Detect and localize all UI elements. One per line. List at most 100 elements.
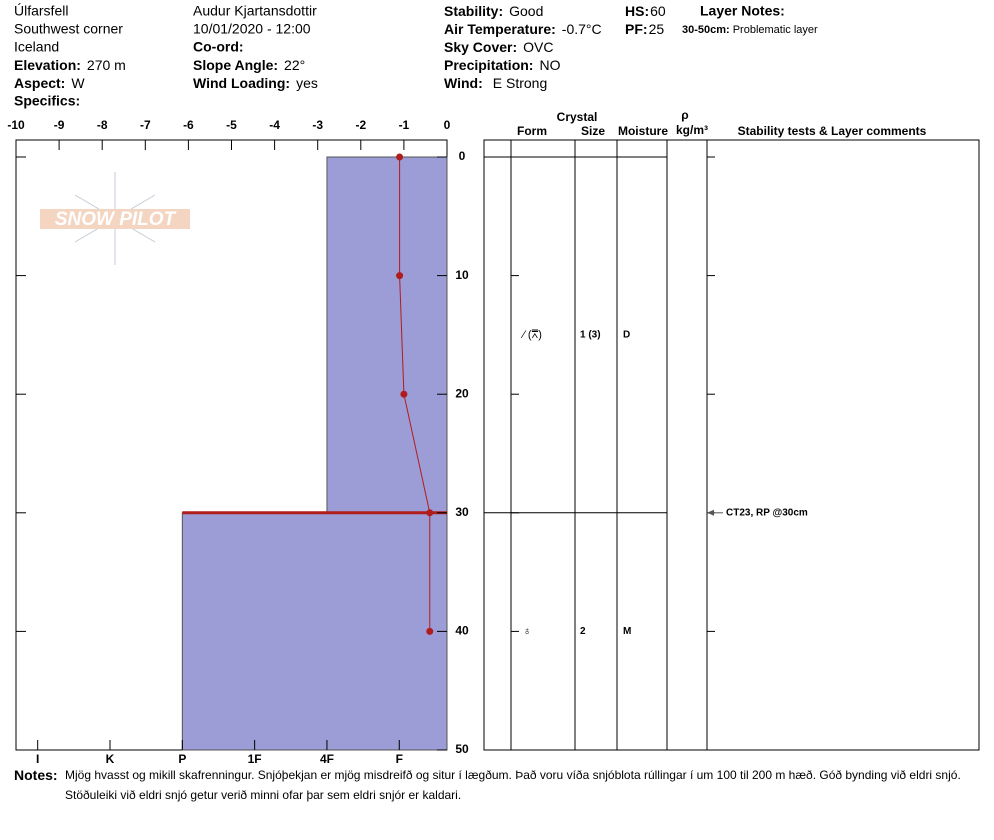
x-tick-label: -10 [7,118,25,132]
y-tick-label: 30 [455,505,469,519]
column-header: Crystal [557,110,598,124]
column-header: Moisture [618,124,668,138]
field: HS:60 [625,3,666,19]
hardness-label: P [178,752,186,765]
x-tick-label: 0 [444,118,451,132]
grain-size: 1 (3) [580,330,601,341]
hardness-label: I [36,752,39,765]
y-tick-label: 50 [455,742,469,756]
field: Precipitation: NO [444,57,561,73]
value: Good [509,3,543,19]
temperature-point [426,627,434,635]
datetime: 10/01/2020 - 12:00 [193,21,311,37]
grain-form: ♁ [523,625,531,637]
field: Aspect: W [14,75,85,91]
moisture: M [623,626,631,637]
value: E Strong [493,75,547,91]
site: Úlfarsfell [14,3,68,19]
value: -0.7°C [562,21,602,37]
field: Slope Angle: 22° [193,57,305,73]
value: W [71,75,85,91]
field: Stability: Good [444,3,543,19]
x-tick-label: -2 [355,118,366,132]
y-tick-label: 40 [455,624,469,638]
label: 30-50cm: [682,24,730,36]
comment-arrowhead [707,509,714,516]
field: Sky Cover: OVC [444,39,554,55]
label: Wind: [444,75,483,91]
observer: Audur Kjartansdottir [193,3,317,19]
label: Specifics: [14,93,80,109]
hardness-bar [326,156,448,514]
column-header: Form [517,124,547,138]
x-tick-label: -6 [183,118,194,132]
field: Wind: E Strong [444,75,547,91]
grain-form: ⁄ (⩞) [520,329,542,341]
field: Wind Loading: yes [193,75,318,91]
y-tick-label: 10 [455,268,469,282]
x-tick-label: -5 [226,118,237,132]
value: 22° [284,57,305,73]
value: yes [296,75,318,91]
label: HS: [625,3,649,19]
area: Southwest corner [14,21,123,37]
temperature-point [396,153,404,161]
comment: CT23, RP @30cm [726,507,808,518]
label: Sky Cover: [444,39,517,55]
temperature-point [426,509,434,517]
notes-text: Mjög hvasst og mikill skafrenningur. Snj… [65,768,961,802]
column-header: Size [581,124,605,138]
label: Wind Loading: [193,75,290,91]
hardness-label: F [396,752,403,765]
value: 25 [649,21,665,37]
x-tick-label: -1 [399,118,410,132]
label: Aspect: [14,75,65,91]
hardness-label: 1F [248,752,262,765]
column-header: kg/m³ [676,123,708,137]
value: Problematic layer [733,24,818,36]
layer-notes-title: Layer Notes: [700,3,785,19]
watermark: SNOW PILOT [40,172,190,265]
watermark-text: SNOW PILOT [55,209,177,230]
value: OVC [523,39,553,55]
y-tick-label: 0 [459,149,466,163]
column-header: Stability tests & Layer comments [738,124,927,138]
label: Precipitation: [444,57,533,73]
x-tick-label: -7 [140,118,151,132]
notes-label: Notes: [14,767,58,783]
x-tick-label: -9 [54,118,65,132]
plot: ⁄ (⩞) 1 (3) D♁ 2 M-10 -9 -8 -7 -6 -5 -4 -3 -2 -1 0I K P 1… [7,108,980,765]
label: Stability: [444,3,503,19]
value: NO [539,57,560,73]
temperature-point [400,390,408,398]
x-tick-label: -8 [97,118,108,132]
x-tick-label: -3 [312,118,323,132]
snow-profile: Úlfarsfell Southwest corner Iceland Elev… [7,3,980,765]
field: PF:25 [625,21,664,37]
column-header: ρ [681,108,688,122]
table-frame [483,139,980,751]
label: Elevation: [14,57,81,73]
moisture: D [623,330,630,341]
label: Air Temperature: [444,21,556,37]
field: Air Temperature: -0.7°C [444,21,602,37]
hardness-label: 4F [320,752,334,765]
grain-size: 2 [580,626,586,637]
notes: Notes: Mjög hvasst og mikill skafrenningu… [14,765,984,802]
snowflake-icon [74,172,156,265]
value: 60 [650,3,666,19]
hardness-label: K [106,752,115,765]
label: Slope Angle: [193,57,278,73]
country: Iceland [14,39,59,55]
layer-note: 30-50cm: Problematic layer [682,24,818,36]
value: 270 m [87,57,126,73]
y-tick-label: 20 [455,386,469,400]
header: Úlfarsfell Southwest corner Iceland Elev… [14,3,818,109]
label: Co-ord: [193,39,244,55]
hardness-bar [181,512,448,751]
field: Elevation: 270 m [14,57,126,73]
temperature-point [396,272,404,280]
logo-band [40,209,190,229]
x-tick-label: -4 [269,118,280,132]
